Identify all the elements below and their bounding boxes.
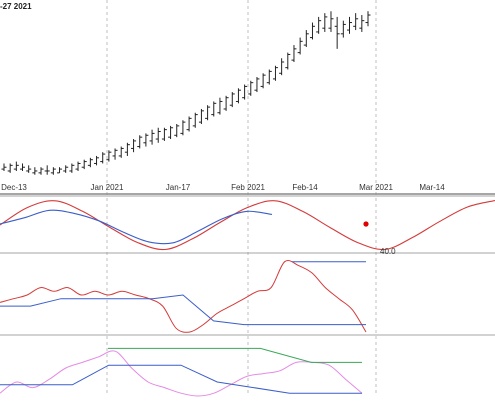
cycle-period-label: 40.0 [380, 247, 396, 256]
cycle-fitted-line [0, 209, 273, 245]
x-axis-tick-label: Jan 2021 [91, 183, 124, 192]
price-bar [13, 161, 19, 171]
price-bar [223, 95, 229, 111]
price-bar [192, 112, 198, 128]
price-bar [186, 116, 192, 132]
price-bar [279, 58, 285, 76]
price-bar [63, 165, 69, 173]
price-bar [328, 11, 334, 32]
price-bar [285, 52, 291, 70]
price-bar [359, 15, 365, 32]
price-bar [254, 77, 260, 93]
cycle-indicator-panel[interactable] [0, 199, 495, 251]
price-bar [155, 127, 161, 143]
x-axis-tick-label: Dec-13 [1, 183, 27, 192]
oscillator-2-green-line [108, 347, 362, 363]
price-bar [50, 167, 56, 175]
price-bar [106, 150, 112, 162]
price-bar [69, 163, 75, 173]
price-bar [297, 37, 303, 55]
price-bar [87, 157, 93, 168]
vertical-gridlines [106, 0, 377, 395]
x-axis-labels: Dec-13 Jan 2021 Jan-17 Feb 2021 Feb-14 Mar 20… [1, 183, 445, 192]
oscillator-panel-1[interactable] [0, 259, 367, 333]
price-bar [205, 105, 211, 121]
price-bar [303, 30, 309, 47]
price-bar [346, 16, 352, 34]
oscillator-1-red-line [0, 259, 367, 333]
price-bar [198, 108, 204, 125]
price-bar [365, 11, 371, 27]
price-bar [124, 142, 130, 156]
price-bar [340, 20, 346, 38]
price-bar [100, 152, 106, 164]
price-bar [44, 165, 50, 175]
price-bar [235, 88, 241, 104]
price-bar [75, 161, 81, 171]
price-bar [112, 148, 118, 160]
price-bar [32, 167, 38, 175]
oscillator-panel-2[interactable] [0, 347, 363, 397]
price-bar [353, 13, 359, 31]
price-bar [137, 135, 143, 149]
price-bar [143, 133, 149, 147]
price-bar [316, 16, 322, 34]
price-bar [168, 125, 174, 140]
price-bar [57, 167, 63, 174]
price-bar [1, 163, 7, 171]
price-bar [26, 165, 32, 173]
price-bar [322, 13, 328, 32]
price-bar [180, 120, 186, 136]
price-bar [211, 101, 217, 117]
x-axis-tick-label: Feb-14 [292, 183, 318, 192]
price-bar [266, 69, 272, 85]
price-bar [20, 163, 26, 171]
price-bar [248, 80, 254, 96]
price-bar [38, 167, 44, 175]
price-bar [161, 127, 167, 141]
panel-dividers [0, 193, 495, 336]
x-axis-tick-label: Jan-17 [166, 183, 191, 192]
price-bar [334, 16, 340, 49]
x-axis-tick-label: Feb 2021 [231, 183, 265, 192]
cycle-sine-wave [0, 199, 495, 251]
x-axis-tick-label: Mar-14 [419, 183, 445, 192]
price-bar [260, 73, 266, 89]
price-bar [291, 45, 297, 62]
price-bar [149, 129, 155, 145]
price-bar [81, 159, 87, 170]
header-date-label: -27 2021 [0, 2, 32, 11]
price-bar [131, 139, 137, 153]
oscillator-2-blue-line [0, 364, 362, 394]
price-bar [94, 155, 100, 166]
price-bar [229, 92, 235, 108]
cycle-marker-dot [363, 221, 369, 227]
price-bar [7, 163, 13, 173]
oscillator-2-magenta-line [0, 350, 363, 397]
price-bar [118, 146, 124, 158]
price-bar [242, 84, 248, 100]
x-axis-tick-label: Mar 2021 [359, 183, 393, 192]
price-bar [217, 97, 223, 115]
oscillator-1-blue-line [0, 294, 366, 326]
price-bars[interactable] [1, 11, 371, 175]
price-bar [309, 22, 315, 40]
price-bar [272, 65, 278, 81]
price-bar [174, 124, 180, 138]
